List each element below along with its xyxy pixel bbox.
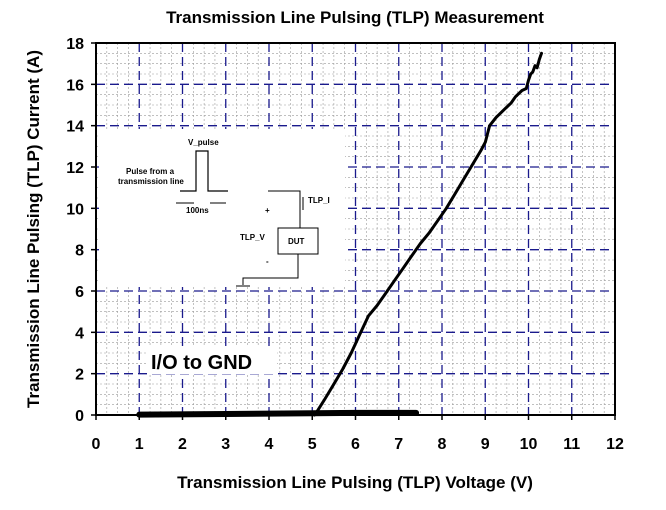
y-tick-label: 4 bbox=[75, 325, 84, 342]
inset-diagram: V_pulse Pulse from a transmission line 1… bbox=[99, 129, 345, 287]
y-tick-label: 8 bbox=[75, 243, 84, 260]
x-tick-label: 2 bbox=[178, 436, 187, 453]
annotation-io-to-gnd: I/O to GND bbox=[151, 352, 252, 374]
inset-pulse-waveform bbox=[180, 150, 228, 192]
y-tick-label: 10 bbox=[66, 201, 84, 218]
chart-title: Transmission Line Pulsing (TLP) Measurem… bbox=[166, 8, 544, 27]
data-series bbox=[136, 51, 543, 418]
annotation-background bbox=[147, 346, 277, 374]
inset-width-label: 100ns bbox=[186, 206, 209, 215]
x-tick-label: 0 bbox=[92, 436, 101, 453]
x-tick-label: 9 bbox=[481, 436, 490, 453]
y-tick-label: 14 bbox=[66, 119, 84, 136]
inset-current-label: TLP_I bbox=[308, 196, 330, 205]
x-tick-label: 6 bbox=[351, 436, 360, 453]
y-tick-label: 16 bbox=[66, 77, 84, 94]
inset-plus-label: + bbox=[265, 206, 270, 215]
x-tick-label: 11 bbox=[563, 436, 580, 453]
y-axis-label: Transmission Line Pulsing (TLP) Current … bbox=[24, 50, 43, 408]
y-tick-label: 6 bbox=[75, 284, 84, 301]
series-line-0 bbox=[136, 409, 420, 418]
y-tick-label: 18 bbox=[66, 36, 84, 53]
x-tick-label: 12 bbox=[606, 436, 624, 453]
inset-background bbox=[99, 129, 345, 287]
x-tick-label: 7 bbox=[394, 436, 403, 453]
y-tick-label: 12 bbox=[66, 160, 84, 177]
inset-source-label-1: Pulse from a bbox=[126, 167, 175, 176]
inset-wire-bottom bbox=[242, 254, 299, 285]
y-tick-label: 0 bbox=[75, 408, 84, 425]
x-tick-label: 4 bbox=[265, 436, 274, 453]
series-line-1 bbox=[312, 51, 543, 417]
x-tick-label: 1 bbox=[135, 436, 144, 453]
inset-source-label-2: transmission line bbox=[118, 177, 184, 186]
x-tick-label: 8 bbox=[438, 436, 447, 453]
inset-voltage-label: TLP_V bbox=[240, 233, 266, 242]
inset-dut-label: DUT bbox=[288, 237, 305, 246]
y-axis-ticks: 0 2 4 6 8 10 12 14 16 18 bbox=[66, 36, 96, 425]
x-tick-label: 10 bbox=[520, 436, 538, 453]
inset-pulse-label: V_pulse bbox=[188, 138, 219, 147]
x-axis-ticks: 0 1 2 3 4 5 6 7 8 9 10 11 12 bbox=[92, 415, 624, 453]
inset-wire-top bbox=[268, 190, 301, 228]
x-axis-label: Transmission Line Pulsing (TLP) Voltage … bbox=[177, 473, 533, 492]
y-tick-label: 2 bbox=[75, 367, 84, 384]
inset-minus-label: - bbox=[266, 257, 269, 266]
x-tick-label: 3 bbox=[221, 436, 230, 453]
x-tick-label: 5 bbox=[308, 436, 317, 453]
